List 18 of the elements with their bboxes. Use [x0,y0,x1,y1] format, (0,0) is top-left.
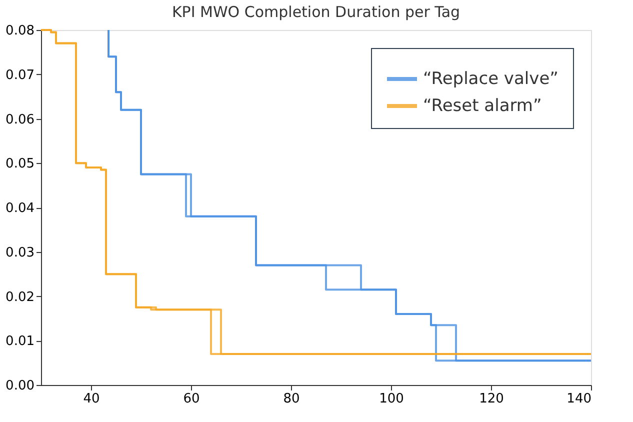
x-tick-label: 120 [479,392,504,406]
y-tick-label: 0.05 [6,156,34,172]
x-tick-label: 140 [566,392,592,406]
y-tick-label: 0.02 [6,290,34,305]
x-tick-label: 60 [183,392,200,406]
y-tick-label: 0.00 [6,378,34,394]
legend-label: “Replace valve” [423,69,558,89]
legend-label: “Reset alarm” [423,96,542,116]
y-tick-label: 0.07 [6,68,34,83]
x-tick-label: 100 [379,392,404,406]
y-tick-label: 0.01 [6,334,34,350]
x-tick-label: 80 [283,392,300,406]
y-tick-label: 0.03 [6,245,34,260]
chart-title: KPI MWO Completion Duration per Tag [172,3,460,21]
y-tick-label: 0.06 [6,112,34,128]
x-tick-label: 40 [83,392,100,406]
y-tick-label: 0.04 [6,201,34,216]
y-tick-label: 0.08 [6,24,34,38]
